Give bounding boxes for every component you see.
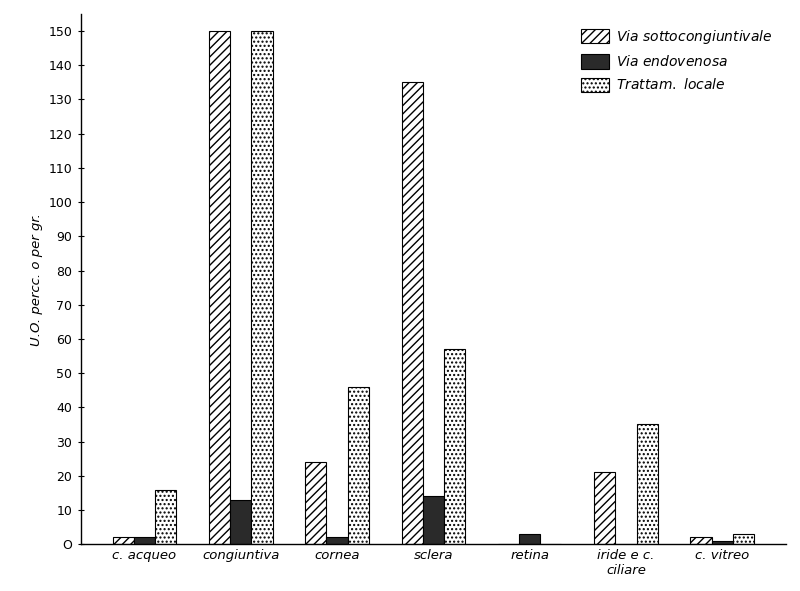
Bar xyxy=(326,537,348,544)
Bar xyxy=(306,462,326,544)
Bar xyxy=(230,500,251,544)
Y-axis label: U.O. percc. o per gr.: U.O. percc. o per gr. xyxy=(30,213,43,346)
Bar xyxy=(712,541,733,544)
Bar xyxy=(690,537,712,544)
Bar xyxy=(113,537,134,544)
Bar xyxy=(251,31,273,544)
Bar xyxy=(134,537,155,544)
Bar xyxy=(155,489,176,544)
Bar xyxy=(402,82,422,544)
Bar xyxy=(348,387,369,544)
Bar xyxy=(637,424,658,544)
Legend: $\it{Via\ sottocongiuntivale}$, $\it{Via\ endovenosa}$, $\it{Trattam.\ locale}$: $\it{Via\ sottocongiuntivale}$, $\it{Via… xyxy=(574,21,779,99)
Bar xyxy=(422,496,444,544)
Bar xyxy=(444,349,465,544)
Bar xyxy=(594,472,615,544)
Bar xyxy=(209,31,230,544)
Bar xyxy=(519,534,540,544)
Bar xyxy=(733,534,754,544)
